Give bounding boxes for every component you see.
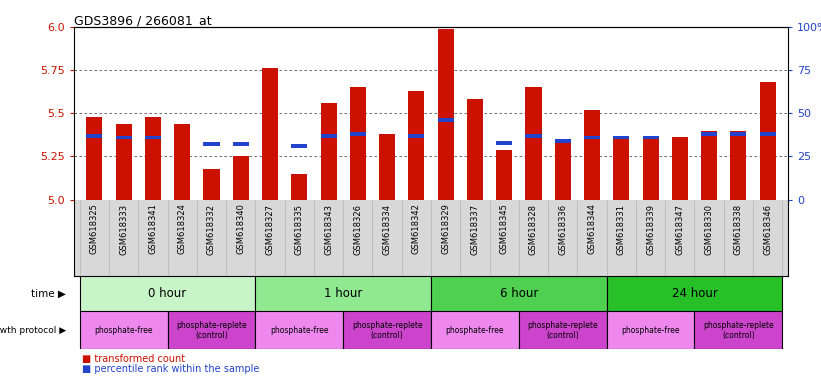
Bar [731, 131, 746, 200]
Text: GDS3896 / 266081_at: GDS3896 / 266081_at [74, 14, 212, 27]
Text: GSM618345: GSM618345 [500, 204, 509, 254]
Text: phosphate-free: phosphate-free [270, 326, 328, 335]
Bar [584, 110, 600, 200]
Bar [80, 311, 167, 349]
Bar [701, 131, 718, 200]
Text: GSM618340: GSM618340 [236, 204, 245, 254]
Bar [525, 87, 542, 200]
Bar [262, 68, 278, 200]
Bar [731, 132, 746, 136]
Text: GSM618339: GSM618339 [646, 204, 655, 255]
Text: GSM618328: GSM618328 [529, 204, 538, 255]
Text: GSM618334: GSM618334 [383, 204, 392, 255]
Text: phosphate-replete
(control): phosphate-replete (control) [527, 321, 598, 340]
Bar [379, 134, 395, 200]
Bar [320, 134, 337, 137]
Bar [555, 139, 571, 143]
Bar [431, 276, 607, 311]
Text: ■ transformed count: ■ transformed count [82, 354, 186, 364]
Bar [496, 141, 512, 144]
Text: GSM618341: GSM618341 [149, 204, 158, 254]
Bar [174, 124, 190, 200]
Bar [584, 136, 600, 139]
Bar [291, 144, 307, 148]
Bar [759, 82, 776, 200]
Bar [350, 132, 366, 136]
Text: GSM618342: GSM618342 [412, 204, 421, 254]
Bar [519, 311, 607, 349]
Text: GSM618333: GSM618333 [119, 204, 128, 255]
Text: phosphate-free: phosphate-free [94, 326, 153, 335]
Text: phosphate-free: phosphate-free [446, 326, 504, 335]
Bar [438, 118, 454, 122]
Bar [232, 157, 249, 200]
Text: GSM618336: GSM618336 [558, 204, 567, 255]
Bar [408, 134, 424, 137]
Text: GSM618343: GSM618343 [324, 204, 333, 255]
Bar [86, 134, 103, 137]
Bar [291, 174, 307, 200]
Text: ■ percentile rank within the sample: ■ percentile rank within the sample [82, 364, 259, 374]
Bar [80, 276, 255, 311]
Bar [643, 137, 658, 200]
Bar [320, 103, 337, 200]
Text: 0 hour: 0 hour [149, 287, 186, 300]
Bar [255, 276, 431, 311]
Text: GSM618325: GSM618325 [89, 204, 99, 254]
Bar [255, 311, 343, 349]
Bar [116, 136, 131, 139]
Bar [204, 142, 219, 146]
Bar [204, 169, 219, 200]
Bar [496, 149, 512, 200]
Text: phosphate-free: phosphate-free [621, 326, 680, 335]
Bar [613, 136, 630, 139]
Bar [672, 137, 688, 200]
Text: GSM618327: GSM618327 [265, 204, 274, 255]
Text: phosphate-replete
(control): phosphate-replete (control) [177, 321, 247, 340]
Text: phosphate-replete
(control): phosphate-replete (control) [703, 321, 773, 340]
Text: GSM618344: GSM618344 [588, 204, 597, 254]
Bar [86, 117, 103, 200]
Text: GSM618346: GSM618346 [764, 204, 773, 255]
Text: 1 hour: 1 hour [324, 287, 362, 300]
Bar [555, 142, 571, 200]
Bar [607, 311, 695, 349]
Bar [144, 136, 161, 139]
Text: growth protocol ▶: growth protocol ▶ [0, 326, 66, 335]
Text: GSM618330: GSM618330 [704, 204, 713, 255]
Text: 6 hour: 6 hour [500, 287, 538, 300]
Text: GSM618332: GSM618332 [207, 204, 216, 255]
Bar [167, 311, 255, 349]
Text: 24 hour: 24 hour [672, 287, 718, 300]
Text: GSM618337: GSM618337 [470, 204, 479, 255]
Text: time ▶: time ▶ [31, 289, 66, 299]
Bar [438, 28, 454, 200]
Text: GSM618331: GSM618331 [617, 204, 626, 255]
Text: GSM618326: GSM618326 [353, 204, 362, 255]
Bar [613, 137, 630, 200]
Bar [343, 311, 431, 349]
Text: GSM618338: GSM618338 [734, 204, 743, 255]
Bar [408, 91, 424, 200]
Bar [350, 87, 366, 200]
Text: GSM618335: GSM618335 [295, 204, 304, 255]
Bar [116, 124, 131, 200]
Text: GSM618347: GSM618347 [676, 204, 685, 255]
Text: GSM618329: GSM618329 [441, 204, 450, 254]
Bar [701, 132, 718, 136]
Bar [431, 311, 519, 349]
Bar [232, 142, 249, 146]
Bar [607, 276, 782, 311]
Bar [467, 99, 483, 200]
Bar [643, 136, 658, 139]
Text: phosphate-replete
(control): phosphate-replete (control) [352, 321, 423, 340]
Bar [525, 134, 542, 137]
Bar [144, 117, 161, 200]
Bar [695, 311, 782, 349]
Text: GSM618324: GSM618324 [177, 204, 186, 254]
Bar [759, 132, 776, 136]
